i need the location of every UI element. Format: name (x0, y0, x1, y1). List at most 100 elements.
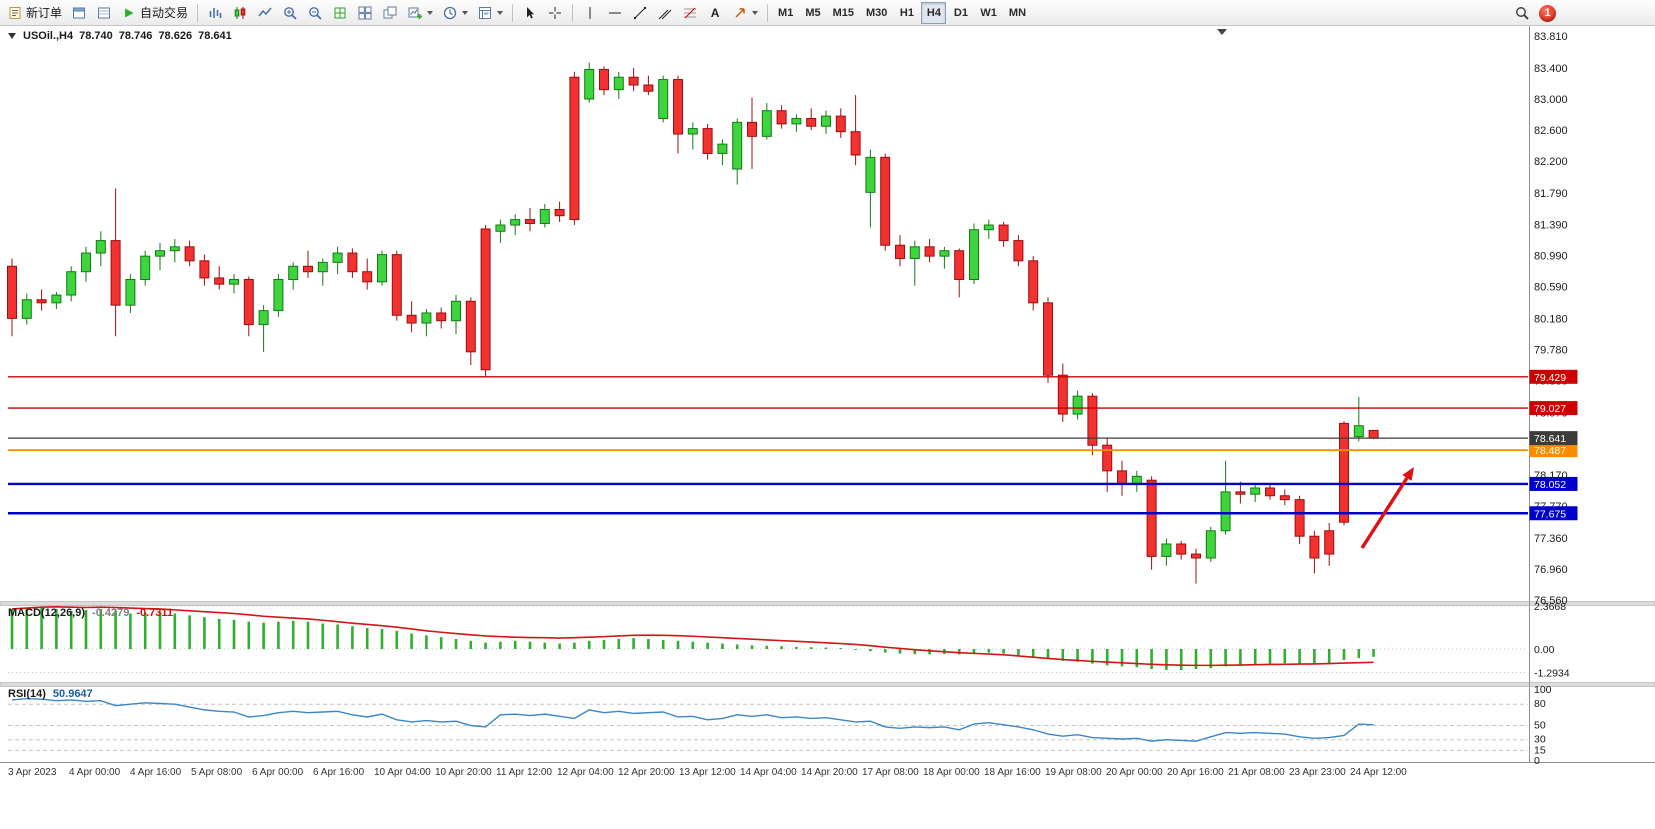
arrows-button[interactable] (728, 2, 762, 24)
candlestick-chart-icon (234, 6, 246, 19)
timeframe-m5-button[interactable]: M5 (800, 2, 825, 24)
collapse-panel-button[interactable] (8, 33, 16, 39)
timeframe-w1-button[interactable]: W1 (975, 2, 1002, 24)
time-axis[interactable]: 3 Apr 2023 4 Apr 00:00 4 Apr 16:00 5 Apr 08… (8, 767, 1407, 778)
svg-text:83.810: 83.810 (1534, 31, 1568, 43)
grid-button[interactable] (328, 2, 352, 24)
timeframe-h1-button[interactable]: H1 (894, 2, 919, 24)
equidistant-channel-icon (658, 9, 672, 19)
toolbar-separator (572, 3, 574, 22)
zoom-out-button[interactable] (303, 2, 327, 24)
svg-text:23 Apr 23:00: 23 Apr 23:00 (1289, 767, 1346, 778)
vertical-line-icon (589, 6, 591, 19)
line-chart-icon (258, 7, 272, 16)
rsi-value: 50.9647 (52, 688, 93, 700)
svg-text:79.429: 79.429 (1534, 372, 1566, 384)
chart-region[interactable]: 83.810 83.400 83.000 82.600 82.200 81.790 81.3… (0, 26, 1655, 789)
candlestick-chart-button[interactable] (228, 2, 252, 24)
svg-text:3 Apr 2023: 3 Apr 2023 (8, 767, 57, 778)
zoom-out-icon (309, 6, 322, 20)
trendline-icon (634, 6, 647, 19)
new-order-button[interactable]: 新订单 (3, 2, 66, 24)
svg-text:81.790: 81.790 (1534, 188, 1568, 200)
cascade-windows-button[interactable] (378, 2, 402, 24)
trendline-button[interactable] (628, 2, 652, 24)
timeframe-m15-button[interactable]: M15 (828, 2, 859, 24)
periods-button[interactable] (438, 2, 472, 24)
ohlc-high: 78.746 (118, 30, 153, 42)
svg-text:78.641: 78.641 (1534, 433, 1566, 445)
fibonacci-button[interactable] (678, 2, 702, 24)
new-chart-icon (408, 7, 423, 19)
data-window-icon (98, 7, 111, 18)
svg-text:2.3668: 2.3668 (1534, 601, 1566, 613)
rsi-name: RSI(14) (8, 688, 46, 700)
new-order-label: 新订单 (26, 6, 63, 20)
svg-text:83.400: 83.400 (1534, 63, 1568, 75)
svg-text:12 Apr 04:00: 12 Apr 04:00 (557, 767, 614, 778)
templates-button[interactable] (473, 2, 507, 24)
crosshair-icon (549, 6, 562, 19)
grid-icon (334, 7, 346, 18)
tile-windows-button[interactable] (353, 2, 377, 24)
annotations (1217, 29, 1414, 549)
svg-text:50: 50 (1534, 720, 1546, 732)
svg-text:80: 80 (1534, 698, 1546, 710)
vertical-line-button[interactable] (578, 2, 602, 24)
cursor-icon (527, 6, 535, 18)
symbol-period: USOil.,H4 (23, 30, 74, 42)
crosshair-button[interactable] (543, 2, 567, 24)
search-button[interactable] (1510, 2, 1534, 24)
cursor-button[interactable] (518, 2, 542, 24)
line-chart-button[interactable] (253, 2, 277, 24)
svg-text:76.560: 76.560 (1534, 595, 1568, 607)
svg-text:77.360: 77.360 (1534, 533, 1568, 545)
timeframe-group: M1 M5 M15 M30 H1 H4 D1 W1 MN (773, 1, 1031, 24)
svg-text:14 Apr 20:00: 14 Apr 20:00 (801, 767, 858, 778)
dropdown-caret-icon (462, 10, 469, 15)
svg-text:83.000: 83.000 (1534, 94, 1568, 106)
cascade-windows-icon (383, 6, 397, 18)
zoom-in-button[interactable] (278, 2, 302, 24)
svg-text:5 Apr 08:00: 5 Apr 08:00 (191, 767, 243, 778)
candlestick-series (7, 62, 1379, 584)
svg-text:0.00: 0.00 (1534, 644, 1555, 656)
svg-text:76.960: 76.960 (1534, 564, 1568, 576)
horizontal-line-objects[interactable] (8, 376, 1528, 515)
text-tool-icon: A (710, 5, 720, 20)
dropdown-caret-icon (427, 10, 434, 15)
timeframe-h4-button[interactable]: H4 (921, 1, 947, 24)
svg-text:82.200: 82.200 (1534, 156, 1568, 168)
timeframe-m1-button[interactable]: M1 (773, 2, 798, 24)
svg-text:19 Apr 08:00: 19 Apr 08:00 (1045, 767, 1102, 778)
timeframe-m30-button[interactable]: M30 (861, 2, 892, 24)
svg-text:11 Apr 12:00: 11 Apr 12:00 (496, 767, 552, 778)
bar-chart-button[interactable] (203, 2, 227, 24)
price-axis[interactable]: 83.810 83.400 83.000 82.600 82.200 81.790 81.3… (1529, 31, 1578, 767)
equidistant-channel-button[interactable] (653, 2, 677, 24)
svg-text:82.600: 82.600 (1534, 125, 1568, 137)
horizontal-line-button[interactable] (603, 2, 627, 24)
new-chart-button[interactable] (403, 2, 437, 24)
ohlc-header: USOil.,H4 78.740 78.746 78.626 78.641 (8, 30, 232, 42)
macd-signal-value: -0.7311 (136, 607, 174, 619)
svg-text:24 Apr 12:00: 24 Apr 12:00 (1350, 767, 1407, 778)
svg-text:78.487: 78.487 (1534, 445, 1566, 457)
periods-icon (443, 6, 457, 19)
price-chart[interactable]: 83.810 83.400 83.000 82.600 82.200 81.790 81.3… (0, 26, 1655, 789)
timeframe-d1-button[interactable]: D1 (948, 2, 973, 24)
svg-text:79.027: 79.027 (1534, 403, 1566, 415)
dropdown-caret-icon (497, 10, 504, 15)
auto-trading-button[interactable]: 自动交易 (117, 2, 192, 24)
indicator-gridlines (8, 605, 1528, 751)
svg-text:17 Apr 08:00: 17 Apr 08:00 (862, 767, 919, 778)
text-tool-button[interactable]: A (703, 2, 727, 24)
svg-text:78.052: 78.052 (1534, 479, 1566, 491)
svg-text:4 Apr 00:00: 4 Apr 00:00 (69, 767, 121, 778)
timeframe-mn-button[interactable]: MN (1004, 2, 1031, 24)
notification-count: 1 (1544, 7, 1551, 19)
data-window-button[interactable] (92, 2, 116, 24)
auto-trading-label: 自动交易 (140, 6, 189, 20)
market-watch-button[interactable] (67, 2, 91, 24)
notification-badge[interactable]: 1 (1539, 4, 1556, 22)
